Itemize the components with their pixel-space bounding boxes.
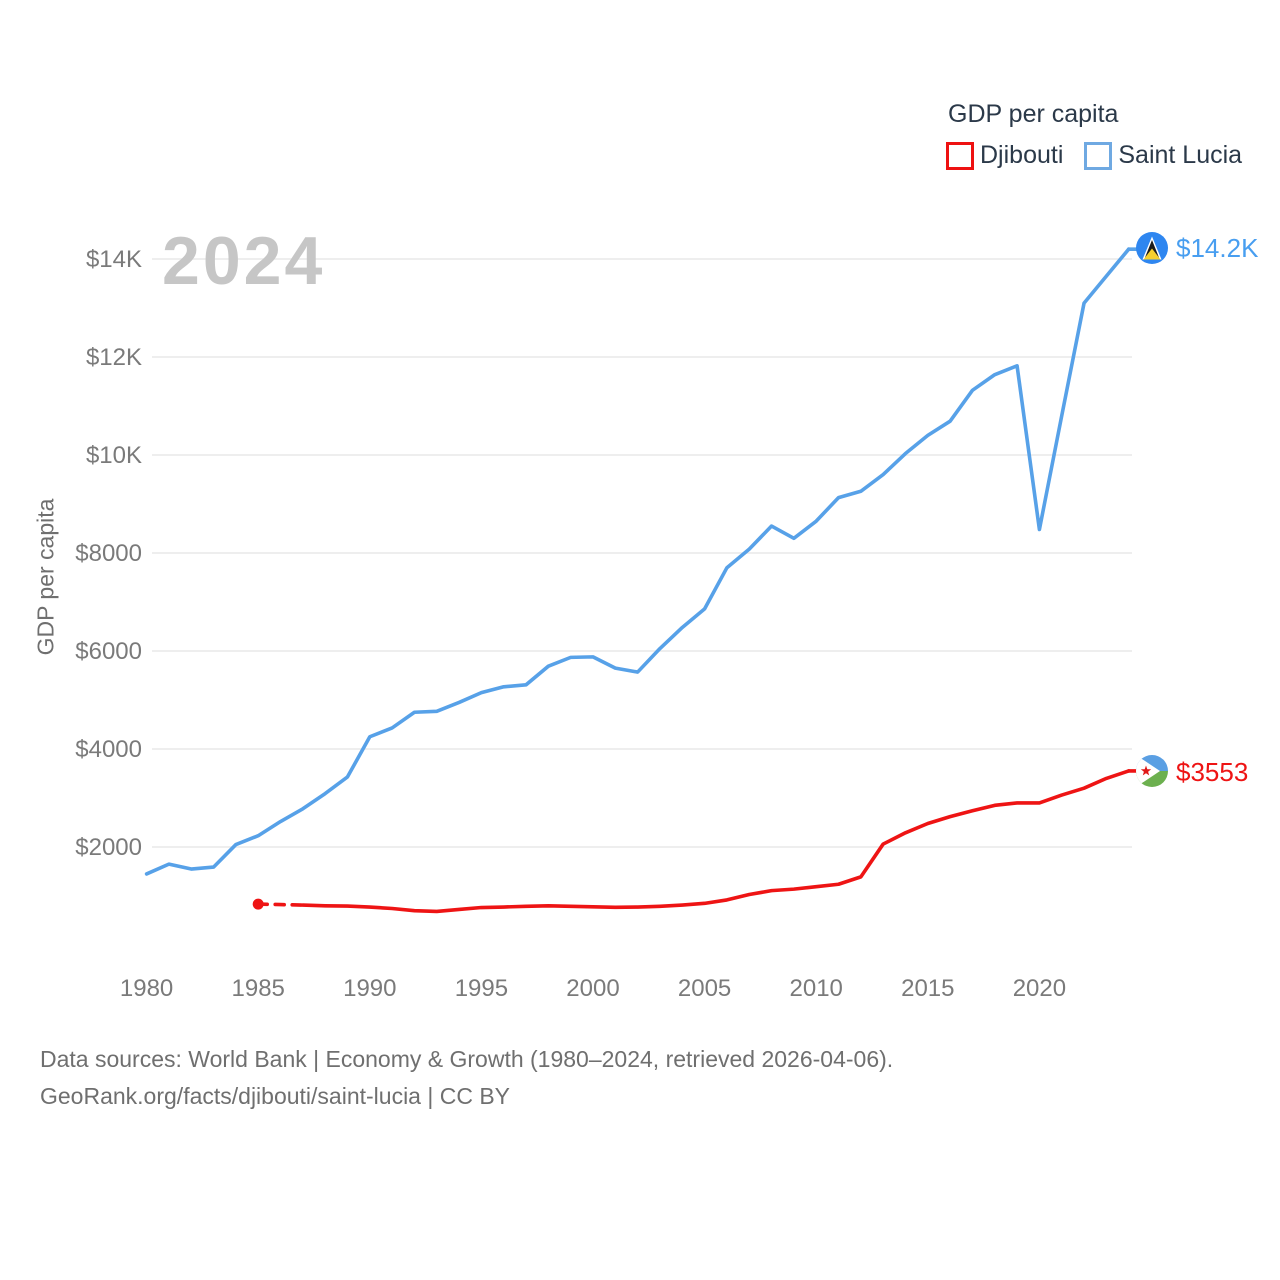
- x-tick-label: 1985: [232, 975, 285, 1002]
- y-axis-title: GDP per capita: [32, 498, 59, 656]
- saint-lucia-line[interactable]: [144, 247, 1131, 876]
- saint-lucia-end-value-label: $14.2K: [1176, 233, 1259, 263]
- y-tick-label: $10K: [86, 442, 142, 469]
- saint-lucia-legend-swatch-icon[interactable]: [1084, 141, 1113, 170]
- x-tick-label: 2010: [790, 975, 843, 1002]
- x-tick-label: 1995: [455, 975, 508, 1002]
- y-tick-label: $4000: [75, 736, 142, 763]
- legend-item-saint-lucia[interactable]: Saint Lucia: [1118, 141, 1243, 169]
- x-tick-label: 1990: [343, 975, 396, 1002]
- y-tick-label: $14K: [86, 246, 142, 273]
- djibouti-legend-swatch-icon[interactable]: [946, 141, 974, 170]
- saint-lucia-flag-icon: [1136, 232, 1168, 264]
- y-tick-label: $12K: [86, 344, 142, 371]
- x-tick-label: 2005: [678, 975, 731, 1002]
- legend-item-djibouti[interactable]: Djibouti: [980, 141, 1064, 169]
- legend: Djibouti Saint Lucia: [946, 141, 1242, 170]
- djibouti-start-dot: [252, 898, 264, 910]
- chart-generated-layer: $2000 $4000 $6000 $8000 $10K $12K $14K 1980 1985…: [75, 246, 1142, 1002]
- y-tick-label: $8000: [75, 540, 142, 567]
- x-tick-label: 2015: [901, 975, 954, 1002]
- x-tick-label: 1980: [120, 975, 173, 1002]
- djibouti-flag-icon: [1136, 755, 1168, 787]
- legend-title: GDP per capita: [948, 100, 1119, 128]
- djibouti-line-dashed[interactable]: [256, 902, 305, 907]
- y-tick-label: $6000: [75, 638, 142, 665]
- x-tick-label: 2000: [566, 975, 619, 1002]
- djibouti-line[interactable]: [301, 769, 1131, 914]
- attribution-text: GeoRank.org/facts/djibouti/saint-lucia |…: [40, 1083, 511, 1109]
- data-sources-text: Data sources: World Bank | Economy & Gro…: [40, 1046, 894, 1072]
- y-tick-label: $2000: [75, 834, 142, 861]
- x-tick-label: 2020: [1013, 975, 1066, 1002]
- djibouti-end-value-label: $3553: [1176, 757, 1249, 787]
